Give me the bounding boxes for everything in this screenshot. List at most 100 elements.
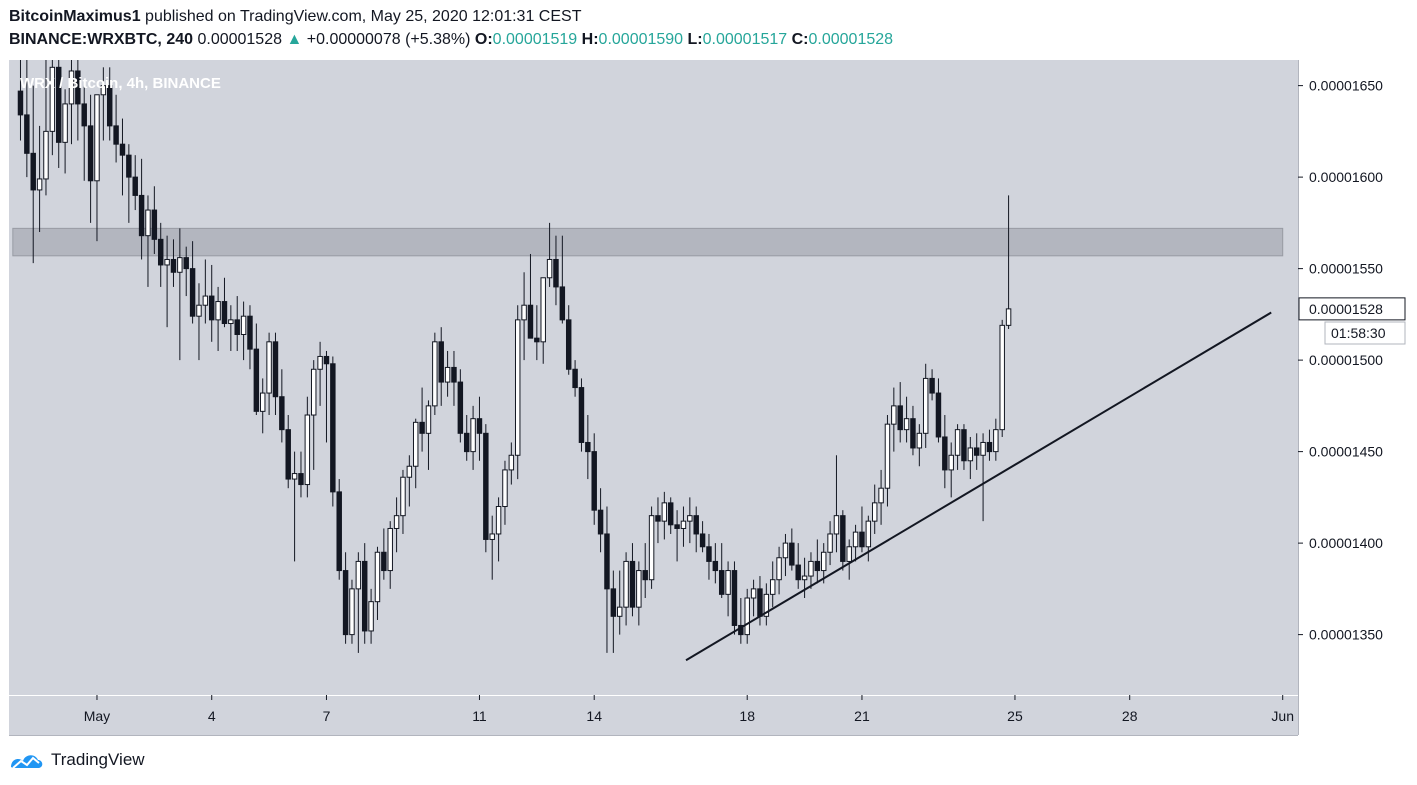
candle — [750, 579, 757, 617]
candle — [903, 396, 910, 443]
candle-body — [43, 130, 49, 180]
candle — [247, 305, 253, 370]
candle-body — [177, 257, 183, 273]
candle — [942, 415, 948, 489]
candle — [967, 436, 974, 480]
candle — [973, 433, 980, 470]
candle — [36, 125, 43, 233]
low-value: 0.00001517 — [702, 31, 788, 48]
candle — [272, 332, 279, 416]
candle-body — [961, 429, 967, 462]
tradingview-brand[interactable]: TradingView — [9, 748, 145, 772]
candle-body — [986, 441, 993, 453]
x-tick-label: 21 — [854, 708, 870, 724]
candle-body — [782, 542, 789, 559]
candle — [808, 552, 814, 589]
resistance-zone[interactable] — [12, 227, 1284, 257]
candle — [457, 369, 464, 443]
price-axis[interactable] — [1298, 60, 1408, 735]
x-tick-label: 11 — [472, 708, 487, 724]
candle — [113, 94, 119, 163]
candle-body — [763, 593, 770, 617]
candle — [310, 360, 317, 470]
candle-body — [667, 502, 674, 526]
author-name[interactable]: BitcoinMaximus1 — [9, 8, 141, 25]
y-tick-label: 0.00001550 — [1309, 261, 1383, 277]
candle-body — [572, 368, 578, 389]
candle — [425, 400, 432, 470]
candle-body — [661, 502, 668, 522]
candle-body — [36, 178, 43, 191]
candle — [891, 387, 897, 452]
candle — [980, 433, 986, 522]
candle-body — [113, 125, 119, 145]
candle-body — [789, 542, 795, 566]
candle-body — [138, 194, 145, 237]
candle-body — [259, 392, 266, 412]
candle-body — [438, 341, 444, 383]
candle-body — [769, 579, 776, 595]
candle — [878, 469, 884, 525]
candle — [642, 543, 648, 599]
candle-body — [355, 560, 362, 590]
candle — [438, 327, 444, 406]
candle — [897, 382, 903, 443]
candle-body — [470, 418, 476, 453]
candle-body — [279, 396, 285, 431]
candle — [381, 528, 387, 580]
candle — [693, 506, 699, 553]
candle — [865, 515, 872, 562]
candle — [298, 451, 304, 498]
candle-body — [393, 515, 400, 529]
candle-body — [75, 70, 81, 105]
change-up-icon: ▲ — [286, 31, 303, 48]
candle-body — [514, 319, 521, 456]
candle — [655, 497, 661, 544]
candle — [993, 418, 999, 461]
candle — [884, 415, 891, 507]
candle — [387, 521, 393, 589]
candle — [604, 506, 610, 653]
candle — [55, 60, 62, 168]
candle — [706, 533, 712, 580]
candle-body — [610, 588, 617, 617]
candle — [62, 89, 68, 174]
candle-body — [712, 560, 719, 572]
candle — [546, 222, 553, 287]
candle — [412, 418, 419, 489]
candle — [776, 546, 782, 595]
candle-body — [916, 432, 923, 449]
candle-body — [17, 90, 24, 116]
candle-body — [189, 268, 196, 317]
candle-body — [629, 560, 636, 608]
candle — [833, 455, 840, 553]
candle-body — [929, 377, 935, 394]
candle-body — [897, 405, 903, 431]
high-label: H: — [581, 31, 599, 48]
candle — [521, 272, 527, 361]
candle — [240, 301, 247, 361]
candle — [419, 387, 425, 452]
candle — [674, 510, 680, 562]
candle — [463, 415, 470, 461]
candle — [17, 60, 24, 141]
candle — [986, 429, 993, 461]
candle — [916, 424, 923, 467]
candle-body — [483, 432, 489, 540]
candle-body — [208, 295, 215, 321]
candle-body — [62, 103, 68, 143]
candle-body — [419, 421, 425, 434]
candle — [961, 424, 967, 470]
open-value: 0.00001519 — [492, 31, 578, 48]
time-axis[interactable] — [9, 695, 1298, 735]
x-tick-label: 25 — [1007, 708, 1023, 724]
candle — [769, 561, 776, 608]
candle-body — [253, 348, 260, 412]
candle — [789, 528, 795, 571]
candle-body — [412, 421, 419, 467]
candle-body — [795, 564, 801, 581]
candle — [929, 369, 935, 401]
candle-body — [655, 515, 661, 522]
ascending-trendline[interactable] — [685, 311, 1272, 662]
